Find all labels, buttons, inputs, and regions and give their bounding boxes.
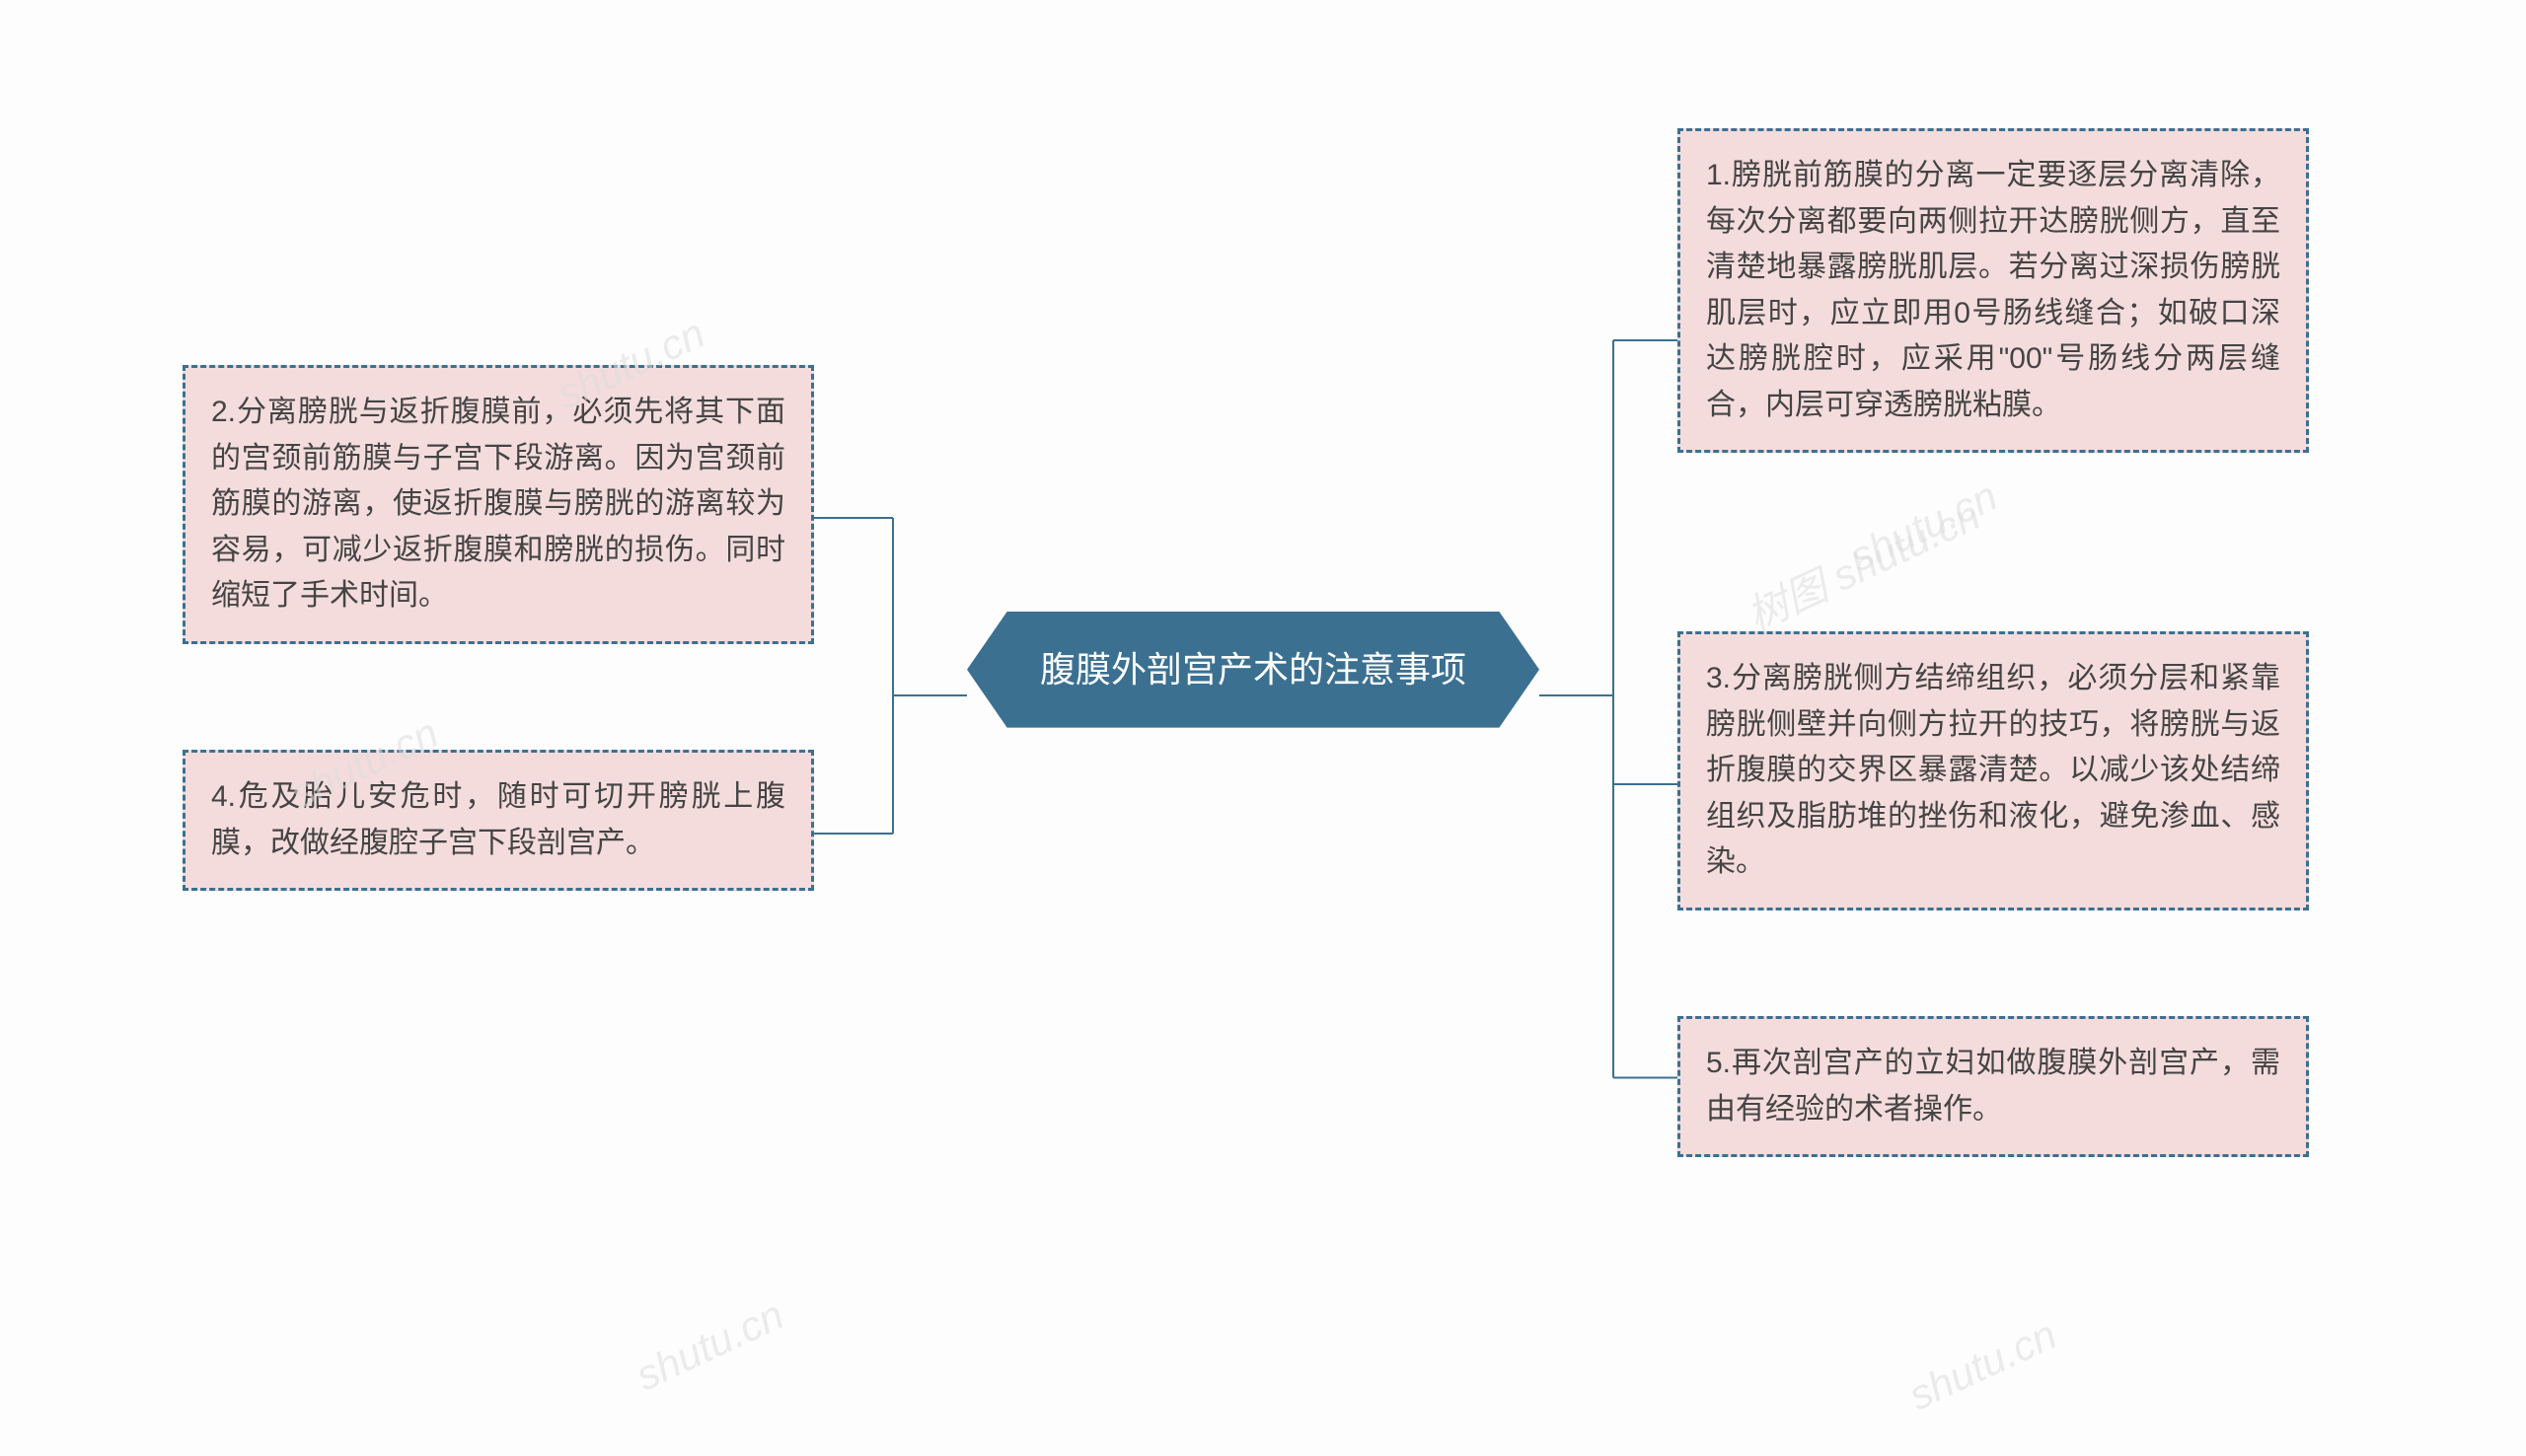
branch-node-4: 4.危及胎儿安危时，随时可切开膀胱上腹膜，改做经腹腔子宫下段剖宫产。	[183, 750, 814, 891]
branch-node-1: 1.膀胱前筋膜的分离一定要逐层分离清除，每次分离都要向两侧拉开达膀胱侧方，直至清…	[1677, 128, 2309, 453]
branch-node-5: 5.再次剖宫产的立妇如做腹膜外剖宫产，需由有经验的术者操作。	[1677, 1016, 2309, 1157]
central-node: 腹膜外剖宫产术的注意事项	[967, 612, 1539, 728]
watermark-5: shutu.cn	[1901, 1311, 2063, 1420]
branch-node-2: 2.分离膀胱与返折腹膜前，必须先将其下面的宫颈前筋膜与子宫下段游离。因为宫颈前筋…	[183, 365, 814, 644]
watermark-3: 树图 shutu.cn	[1736, 482, 1988, 643]
watermark-2: shutu.cn	[1842, 473, 2004, 582]
branch-node-3: 3.分离膀胱侧方结缔组织，必须分层和紧靠膀胱侧壁并向侧方拉开的技巧，将膀胱与返折…	[1677, 631, 2309, 910]
watermark-4: shutu.cn	[629, 1291, 790, 1401]
